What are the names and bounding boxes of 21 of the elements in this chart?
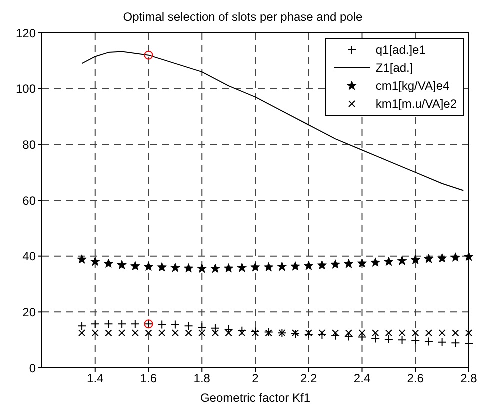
x-tick-label: 2.2 [300, 372, 318, 386]
legend-label: Z1[ad.] [376, 61, 414, 75]
x-tick-label: 1.6 [140, 372, 158, 386]
y-tick-label: 0 [29, 361, 36, 376]
legend-label: q1[ad.]e1 [376, 43, 426, 57]
legend-label: cm1[kg/VA]e4 [376, 79, 450, 93]
chart-title: Optimal selection of slots per phase and pole [122, 9, 364, 26]
y-tick-label: 40 [22, 250, 36, 264]
x-tick-label: 2.6 [407, 372, 424, 386]
x-tick-label: 1.4 [87, 372, 104, 386]
legend-label: km1[m.u/VA]e2 [376, 97, 457, 111]
y-tick-label: 120 [16, 26, 36, 40]
x-axis-title: Geometric factor Kf1 [200, 391, 311, 405]
x-tick-label: 1.8 [194, 372, 211, 386]
y-tick-label: 80 [22, 138, 36, 152]
y-tick-label: 60 [22, 194, 36, 208]
x-tick-label: 2 [252, 372, 260, 386]
x-tick-label: 2.8 [460, 372, 478, 386]
y-tick-label: 20 [22, 305, 36, 320]
x-tick-label: 2.4 [354, 372, 371, 386]
y-tick-label: 100 [16, 82, 36, 96]
